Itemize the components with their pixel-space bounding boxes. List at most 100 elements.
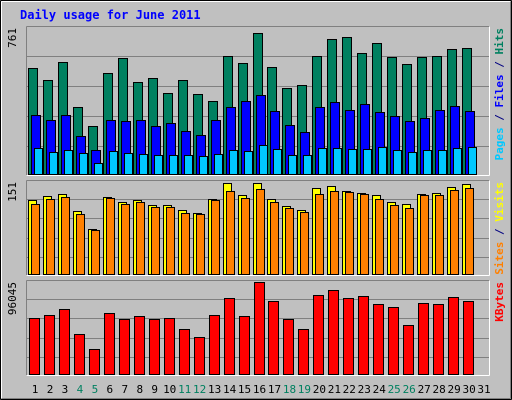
bar-kbytes-day-5: [89, 349, 100, 375]
bar-kbytes-day-17: [268, 301, 279, 375]
bar-sites-day-22: [345, 192, 354, 275]
bar-pages-day-13: [214, 154, 223, 175]
bar-kbytes-day-14: [224, 298, 235, 375]
bar-kbytes-day-28: [433, 304, 444, 375]
bar-sites-day-4: [76, 214, 85, 275]
x-tick-label-day-14: 14: [223, 383, 237, 396]
x-tick-label-day-10: 10: [163, 383, 176, 396]
bar-sites-day-14: [226, 191, 235, 275]
bar-pages-day-24: [378, 147, 387, 175]
bar-kbytes-day-27: [418, 303, 429, 375]
bar-sites-day-5: [91, 230, 100, 275]
y-axis-title-bottom: KBytes: [493, 282, 506, 322]
bar-kbytes-day-19: [298, 329, 309, 375]
bar-pages-day-2: [49, 152, 58, 175]
bar-pages-day-23: [363, 149, 372, 175]
x-axis-day-labels: 1 2 3 4 5 6 7 8 9 10 11 12 13 14 15 16 17 18 19 20 21 22 23 24 2…: [32, 383, 491, 396]
bar-sites-day-7: [121, 204, 130, 275]
bar-kbytes-day-2: [44, 315, 55, 375]
y-axis-title-part: Pages: [493, 127, 506, 160]
bar-sites-day-11: [181, 213, 190, 275]
x-tick-label-day-9: 9: [151, 383, 158, 396]
bar-kbytes-day-21: [328, 290, 339, 375]
bar-sites-day-30: [465, 188, 474, 275]
y-max-label-bottom: 96045: [6, 282, 19, 315]
chart-panel-top: 761 Pages / Files / Hits: [6, 26, 506, 176]
bar-kbytes-day-10: [164, 318, 175, 375]
bar-kbytes-day-7: [119, 319, 130, 375]
x-tick-label-day-31: 31: [477, 383, 490, 396]
x-tick-label-day-1: 1: [32, 383, 39, 396]
x-tick-label-day-16: 16: [253, 383, 266, 396]
bar-pages-day-8: [139, 154, 148, 175]
bar-kbytes-day-8: [134, 316, 145, 375]
x-tick-label-day-20: 20: [313, 383, 326, 396]
bar-kbytes-day-23: [358, 296, 369, 375]
x-tick-label-day-25: 25: [388, 383, 401, 396]
x-tick-label-day-3: 3: [62, 383, 69, 396]
y-axis-title-middle: Sites / Visits: [493, 182, 506, 275]
y-axis-title-part: Visits: [493, 182, 506, 222]
bar-pages-day-11: [184, 155, 193, 175]
bar-pages-day-7: [124, 153, 133, 175]
bar-sites-day-20: [315, 194, 324, 275]
bar-pages-day-25: [393, 150, 402, 175]
bar-pages-day-27: [423, 150, 432, 175]
bar-pages-day-17: [273, 149, 282, 175]
bar-pages-day-9: [154, 155, 163, 175]
x-tick-label-day-11: 11: [178, 383, 191, 396]
bar-sites-day-16: [256, 189, 265, 275]
bar-pages-day-28: [438, 150, 447, 175]
bar-pages-day-18: [288, 155, 297, 175]
x-tick-label-day-18: 18: [283, 383, 296, 396]
bar-sites-day-6: [106, 198, 115, 275]
x-tick-label-day-12: 12: [193, 383, 206, 396]
y-axis-title-part: KBytes: [493, 282, 506, 322]
bar-kbytes-day-20: [313, 295, 324, 375]
bar-pages-day-19: [303, 155, 312, 175]
bar-pages-day-3: [64, 150, 73, 175]
bar-sites-day-9: [151, 207, 160, 275]
y-max-label-top: 761: [6, 28, 19, 48]
bar-sites-day-28: [435, 195, 444, 275]
y-axis-title-part: Hits: [493, 28, 506, 55]
x-tick-label-day-27: 27: [418, 383, 431, 396]
bar-pages-day-30: [468, 147, 477, 175]
bar-sites-day-17: [270, 202, 279, 275]
x-tick-label-day-17: 17: [268, 383, 281, 396]
bar-kbytes-day-1: [29, 318, 40, 375]
bar-sites-day-26: [405, 208, 414, 275]
x-tick-label-day-8: 8: [136, 383, 143, 396]
bar-kbytes-day-15: [239, 316, 250, 375]
bar-pages-day-6: [109, 151, 118, 175]
chart-title: Daily usage for June 2011: [20, 8, 201, 22]
x-tick-label-day-26: 26: [403, 383, 416, 396]
bar-sites-day-24: [375, 199, 384, 275]
x-tick-label-day-4: 4: [77, 383, 84, 396]
bar-sites-day-12: [196, 214, 205, 275]
chart-panel-bottom: 96045 KBytes: [6, 280, 506, 376]
x-tick-label-day-24: 24: [373, 383, 387, 396]
x-tick-label-day-28: 28: [432, 383, 445, 396]
bar-sites-day-29: [450, 190, 459, 275]
chart-panel-middle: 151 Sites / Visits: [6, 180, 506, 276]
bar-kbytes-day-29: [448, 297, 459, 375]
bar-kbytes-day-12: [194, 337, 205, 375]
x-tick-label-day-22: 22: [343, 383, 356, 396]
bar-kbytes-day-18: [283, 319, 294, 375]
bar-pages-day-15: [244, 151, 253, 175]
bar-kbytes-day-4: [74, 334, 85, 375]
bar-sites-day-2: [46, 199, 55, 275]
x-tick-label-day-15: 15: [238, 383, 251, 396]
x-tick-label-day-7: 7: [121, 383, 128, 396]
bar-pages-day-20: [318, 148, 327, 175]
bar-pages-day-26: [408, 152, 417, 175]
bar-pages-day-22: [348, 149, 357, 175]
bar-kbytes-day-22: [343, 298, 354, 375]
bar-sites-day-18: [285, 208, 294, 275]
bar-sites-day-15: [241, 198, 250, 275]
bar-kbytes-day-9: [149, 319, 160, 375]
x-tick-label-day-2: 2: [47, 383, 54, 396]
x-tick-label-day-13: 13: [208, 383, 221, 396]
